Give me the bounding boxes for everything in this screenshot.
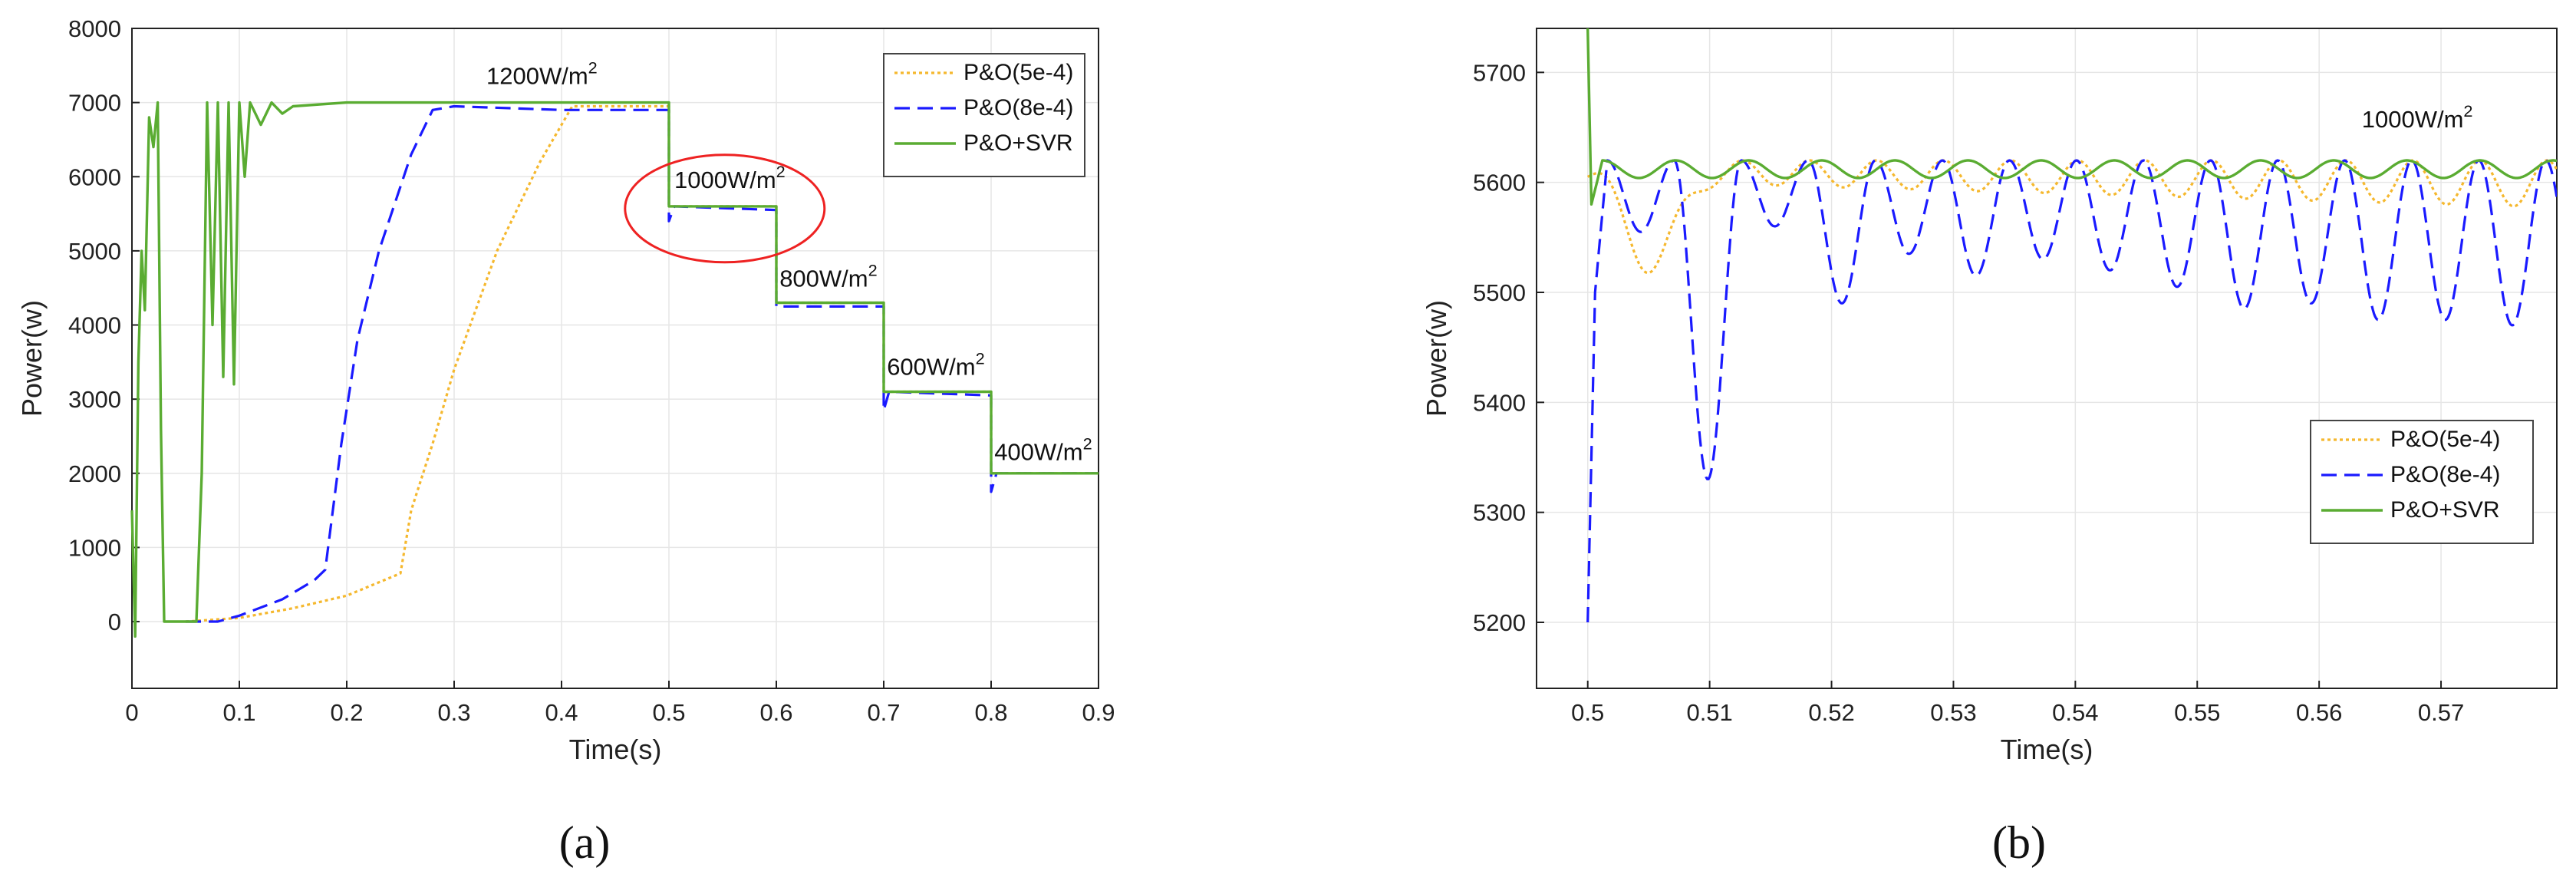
x-axis-label: Time(s) xyxy=(2001,734,2093,765)
y-tick-label: 5400 xyxy=(1473,389,1526,416)
annotation-text: 600W/m xyxy=(887,353,975,380)
annotation-superscript: 2 xyxy=(868,260,878,279)
annotation-superscript: 2 xyxy=(2463,101,2472,120)
y-tick-label: 3000 xyxy=(68,386,121,413)
y-tick-label: 5300 xyxy=(1473,500,1526,526)
chart-panel-a: 0 0.1 0.2 0.3 0.4 0.5 0.6 0.7 0.8 0.9 0 1000 2000 300… xyxy=(16,15,1115,868)
y-tick-label: 1000 xyxy=(68,534,121,561)
irradiance-label-5: 400W/m2 xyxy=(994,434,1092,465)
x-tick-label: 0.52 xyxy=(1808,699,1854,726)
y-tick-label: 0 xyxy=(108,609,121,635)
y-tick-label: 7000 xyxy=(68,90,121,117)
x-tick-label: 0.53 xyxy=(1930,699,1976,726)
x-tick-label: 0.55 xyxy=(2174,699,2220,726)
legend-label-1: P&O(5e-4) xyxy=(2390,427,2500,452)
irradiance-label-3: 800W/m2 xyxy=(779,260,877,292)
x-tick-label: 0.51 xyxy=(1686,699,1732,726)
legend-b-box xyxy=(2310,420,2534,544)
y-tick-label: 5000 xyxy=(68,238,121,265)
x-tick-label: 0.56 xyxy=(2296,699,2342,726)
irradiance-label-2: 1000W/m2 xyxy=(674,162,786,193)
x-tick-label: 0.6 xyxy=(759,699,792,726)
panel-label-b: (b) xyxy=(1992,817,2046,868)
x-tick-label: 0.1 xyxy=(222,699,255,726)
legend-label-3: P&O+SVR xyxy=(2390,497,2500,523)
annotation-superscript: 2 xyxy=(976,348,985,368)
x-tick-label: 0.57 xyxy=(2418,699,2464,726)
highlight-ellipse xyxy=(624,153,826,264)
y-tick-label: 4000 xyxy=(68,312,121,339)
legend-label-2: P&O(8e-4) xyxy=(964,95,1073,120)
x-tick-label: 0.3 xyxy=(437,699,470,726)
irradiance-label-b: 1000W/m2 xyxy=(2362,101,2473,133)
annotation-text: 1000W/m xyxy=(674,167,776,193)
x-tick-label: 0.54 xyxy=(2052,699,2098,726)
series-line-2 xyxy=(1586,159,2557,623)
series-line-3 xyxy=(1586,28,2557,206)
y-tick-label: 6000 xyxy=(68,163,121,190)
irradiance-label-4: 600W/m2 xyxy=(887,348,984,380)
series-line-1 xyxy=(1586,159,2557,275)
annotation-superscript: 2 xyxy=(776,162,786,181)
annotation-text: 800W/m xyxy=(779,265,868,292)
annotation-superscript: 2 xyxy=(588,58,598,78)
chart-panel-b: 0.5 0.51 0.52 0.53 0.54 0.55 0.56 0.57 5200 5300 5… xyxy=(1421,28,2558,868)
x-axis-label: Time(s) xyxy=(569,734,662,765)
x-tick-label: 0.2 xyxy=(330,699,363,726)
x-tick-label: 0.9 xyxy=(1082,699,1115,726)
annotation-text: 1000W/m xyxy=(2362,106,2464,133)
y-tick-label: 5500 xyxy=(1473,279,1526,306)
plot-frame xyxy=(131,28,1099,689)
x-tick-label: 0.7 xyxy=(867,699,900,726)
x-tick-label: 0.4 xyxy=(545,699,578,726)
y-axis-label: Power(w) xyxy=(1421,300,1452,417)
y-axis-label: Power(w) xyxy=(16,300,48,417)
y-tick-label: 5700 xyxy=(1473,59,1526,86)
y-tick-label: 2000 xyxy=(68,460,121,487)
x-tick-label: 0.5 xyxy=(652,699,685,726)
annotation-superscript: 2 xyxy=(1083,434,1092,453)
legend-label-3: P&O+SVR xyxy=(964,130,1073,156)
series-line-3 xyxy=(130,101,1099,638)
x-tick-label: 0 xyxy=(125,699,138,726)
y-tick-label: 5600 xyxy=(1473,170,1526,196)
panel-label-a: (a) xyxy=(559,817,611,868)
y-tick-label: 5200 xyxy=(1473,609,1526,636)
x-tick-label: 0.5 xyxy=(1571,699,1604,726)
annotation-text: 1200W/m xyxy=(486,62,588,89)
annotation-text: 400W/m xyxy=(994,438,1082,465)
x-tick-label: 0.8 xyxy=(974,699,1007,726)
legend-a-box xyxy=(883,53,1085,177)
plot-frame xyxy=(1536,28,2558,689)
legend-label-1: P&O(5e-4) xyxy=(964,60,1073,85)
y-tick-label: 8000 xyxy=(68,15,121,42)
irradiance-label-1: 1200W/m2 xyxy=(486,58,598,90)
legend-label-2: P&O(8e-4) xyxy=(2390,462,2500,487)
